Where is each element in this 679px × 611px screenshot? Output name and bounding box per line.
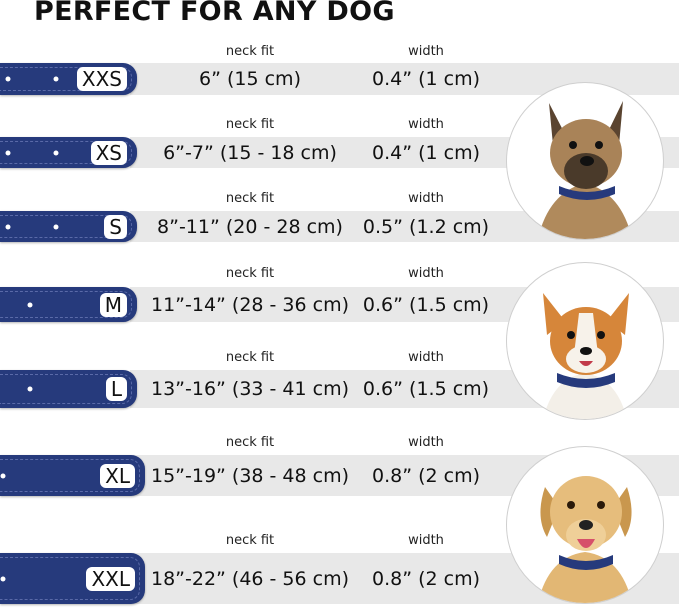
collar-strap-5: XL	[0, 455, 145, 496]
collar-strap-2: S	[0, 211, 137, 242]
width-label: width	[408, 435, 444, 450]
neck-fit-label: neck fit	[225, 191, 275, 206]
width-value: 0.6” (1.5 cm)	[362, 378, 490, 400]
neck-fit-label: neck fit	[225, 44, 275, 59]
collar-strap-0: XXS	[0, 63, 137, 95]
collar-strap-4: L	[0, 370, 137, 408]
size-tag: M	[99, 292, 127, 317]
strap-hole	[27, 386, 33, 392]
size-tag: XS	[90, 140, 127, 165]
size-tag: L	[105, 377, 127, 401]
collar-strap-3: M	[0, 287, 137, 322]
page-title: PERFECT FOR ANY DOG	[34, 0, 395, 27]
neck-fit-value: 6”-7” (15 - 18 cm)	[163, 141, 337, 164]
strap-hole	[0, 576, 6, 581]
width-value: 0.8” (2 cm)	[371, 464, 481, 487]
neck-fit-label: neck fit	[225, 533, 275, 548]
strap-hole	[27, 302, 33, 307]
width-value: 0.5” (1.2 cm)	[362, 215, 490, 238]
width-value: 0.8” (2 cm)	[371, 567, 481, 590]
size-tag: XXS	[76, 67, 127, 91]
width-label: width	[408, 266, 444, 281]
neck-fit-label: neck fit	[225, 435, 275, 450]
width-value: 0.4” (1 cm)	[371, 68, 481, 90]
width-label: width	[408, 350, 444, 365]
size-tag: XL	[100, 463, 135, 488]
neck-fit-label: neck fit	[225, 350, 275, 365]
strap-hole	[5, 150, 11, 155]
labrador-dog-image	[506, 446, 664, 604]
width-label: width	[408, 533, 444, 548]
strap-hole	[0, 473, 6, 478]
strap-hole	[53, 76, 59, 82]
neck-fit-value: 8”-11” (20 - 28 cm)	[157, 215, 343, 238]
neck-fit-value: 15”-19” (38 - 48 cm)	[150, 464, 350, 487]
neck-fit-label: neck fit	[225, 117, 275, 132]
size-tag: XXL	[86, 566, 135, 591]
collar-strap-1: XS	[0, 137, 137, 168]
strap-hole	[5, 76, 11, 82]
strap-hole	[53, 150, 59, 155]
neck-fit-label: neck fit	[225, 266, 275, 281]
width-label: width	[408, 191, 444, 206]
neck-fit-value: 18”-22” (46 - 56 cm)	[150, 567, 350, 590]
corgi-dog-image	[506, 262, 664, 420]
neck-fit-value: 11”-14” (28 - 36 cm)	[150, 293, 350, 316]
width-value: 0.4” (1 cm)	[371, 141, 481, 164]
neck-fit-value: 6” (15 cm)	[199, 68, 301, 90]
width-value: 0.6” (1.5 cm)	[362, 293, 490, 316]
strap-hole	[5, 224, 11, 229]
neck-fit-value: 13”-16” (33 - 41 cm)	[150, 378, 350, 400]
strap-hole	[53, 224, 59, 229]
size-tag: S	[104, 214, 127, 239]
terrier-dog-image	[506, 82, 664, 240]
width-label: width	[408, 117, 444, 132]
collar-strap-6: XXL	[0, 553, 145, 604]
width-label: width	[408, 44, 444, 59]
